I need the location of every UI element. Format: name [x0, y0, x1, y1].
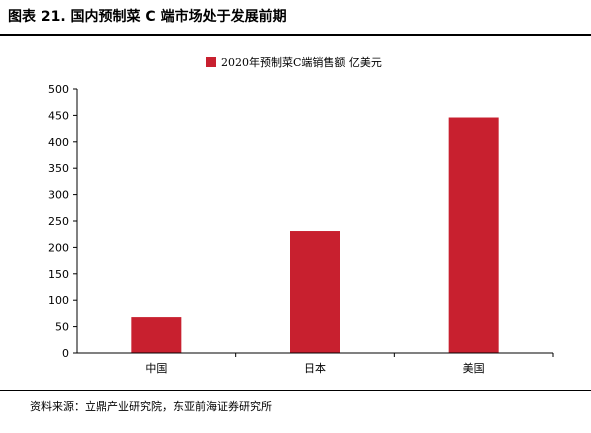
bar-0	[131, 317, 182, 353]
legend-swatch	[206, 57, 216, 67]
y-tick-label: 500	[48, 83, 69, 96]
bar-2	[448, 117, 499, 354]
source-note: 资料来源：立鼎产业研究院，东亚前海证券研究所	[30, 400, 272, 413]
x-category-label: 美国	[463, 362, 485, 375]
legend-label: 2020年预制菜C端销售额 亿美元	[221, 56, 382, 69]
x-category-label: 中国	[145, 362, 167, 375]
y-tick-label: 50	[55, 321, 69, 334]
y-tick-label: 400	[48, 136, 69, 149]
title-divider	[0, 34, 591, 36]
chart-legend: 2020年预制菜C端销售额 亿美元	[206, 55, 382, 69]
x-axis-labels: 中国 日本 美国	[145, 353, 554, 375]
y-tick-label: 150	[48, 268, 69, 281]
y-tick-label: 200	[48, 241, 69, 254]
figure-title: 图表 21. 国内预制菜 C 端市场处于发展前期	[8, 9, 287, 25]
y-tick-label: 300	[48, 189, 69, 202]
y-tick-label: 250	[48, 215, 69, 228]
x-category-label: 日本	[304, 361, 326, 375]
y-tick-label: 0	[62, 347, 69, 360]
y-tick-label: 350	[48, 162, 69, 175]
source-divider	[0, 390, 591, 391]
y-axis-ticks: 0 50 100 150 200 250 300 350 400 450 500	[48, 83, 77, 360]
y-tick-label: 100	[48, 294, 69, 307]
bars	[131, 117, 499, 354]
bar-1	[290, 231, 340, 353]
y-tick-label: 450	[48, 109, 69, 122]
